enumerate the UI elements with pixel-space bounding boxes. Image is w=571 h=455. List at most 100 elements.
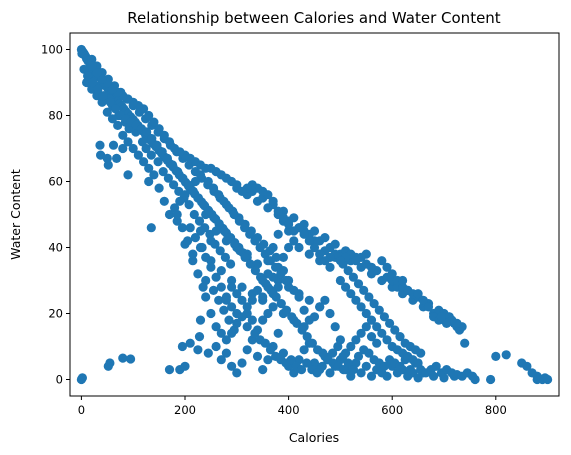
data-point bbox=[281, 275, 291, 286]
data-point bbox=[154, 124, 164, 134]
data-point bbox=[273, 262, 283, 272]
data-point bbox=[252, 285, 263, 295]
data-point bbox=[224, 203, 234, 213]
data-point bbox=[237, 358, 247, 368]
data-point bbox=[128, 143, 138, 154]
data-point bbox=[147, 134, 157, 144]
data-point bbox=[351, 335, 361, 345]
data-point bbox=[364, 292, 374, 302]
data-point bbox=[299, 345, 309, 355]
data-point bbox=[172, 216, 182, 226]
data-point bbox=[153, 157, 163, 167]
data-point bbox=[330, 239, 340, 249]
data-point bbox=[297, 325, 307, 335]
data-point bbox=[307, 338, 317, 348]
data-point bbox=[141, 143, 151, 154]
data-point bbox=[287, 312, 297, 322]
data-point bbox=[183, 236, 193, 246]
data-point bbox=[214, 295, 224, 305]
data-point bbox=[304, 295, 314, 305]
data-point bbox=[335, 256, 345, 266]
y-tick-label: 100 bbox=[41, 43, 63, 57]
data-point bbox=[341, 282, 351, 292]
data-point bbox=[333, 341, 343, 352]
data-point bbox=[237, 282, 247, 292]
data-point bbox=[214, 190, 224, 200]
data-point bbox=[216, 328, 226, 338]
data-point bbox=[273, 282, 283, 292]
data-point bbox=[302, 358, 312, 368]
data-point bbox=[304, 249, 314, 259]
data-point bbox=[144, 163, 154, 173]
y-axis-label: Water Content bbox=[8, 169, 23, 260]
data-point bbox=[193, 345, 203, 355]
data-point bbox=[312, 368, 322, 378]
data-point bbox=[211, 341, 221, 352]
data-point bbox=[258, 292, 268, 302]
data-point bbox=[348, 272, 358, 282]
data-point bbox=[258, 315, 268, 325]
data-point bbox=[348, 365, 358, 375]
data-point bbox=[338, 365, 349, 375]
chart-title: Relationship between Calories and Water … bbox=[127, 9, 501, 27]
data-point bbox=[315, 249, 325, 259]
data-point bbox=[105, 97, 115, 107]
data-point bbox=[237, 312, 247, 322]
data-point bbox=[351, 256, 361, 266]
data-point bbox=[273, 206, 283, 216]
data-point bbox=[180, 190, 190, 200]
data-point bbox=[144, 110, 154, 121]
data-point bbox=[164, 209, 175, 220]
data-point bbox=[299, 305, 309, 315]
data-point bbox=[532, 371, 542, 381]
data-point bbox=[208, 183, 219, 193]
data-point bbox=[211, 272, 221, 282]
data-point bbox=[296, 365, 307, 375]
data-point bbox=[353, 351, 364, 361]
data-point bbox=[206, 308, 216, 319]
data-point bbox=[346, 341, 356, 352]
data-point bbox=[227, 275, 237, 286]
data-point bbox=[229, 209, 239, 220]
data-point bbox=[185, 223, 195, 233]
data-point bbox=[170, 143, 180, 154]
data-point bbox=[111, 104, 121, 114]
data-point bbox=[87, 61, 97, 71]
data-point bbox=[188, 249, 198, 259]
data-point bbox=[273, 328, 283, 338]
data-point bbox=[97, 74, 107, 84]
data-point bbox=[309, 242, 320, 253]
y-tick-label: 40 bbox=[48, 241, 63, 255]
data-point bbox=[123, 170, 133, 180]
data-point bbox=[372, 322, 382, 332]
data-point bbox=[379, 361, 389, 371]
data-point bbox=[83, 71, 93, 81]
data-point bbox=[144, 176, 154, 187]
data-point bbox=[501, 350, 511, 360]
data-point bbox=[247, 315, 257, 325]
data-point bbox=[356, 302, 366, 312]
data-point bbox=[413, 358, 423, 368]
data-point bbox=[258, 365, 268, 375]
data-point bbox=[304, 315, 314, 325]
plot-frame bbox=[69, 32, 560, 397]
data-point bbox=[103, 361, 113, 371]
data-point bbox=[364, 348, 374, 358]
data-point bbox=[118, 353, 128, 363]
data-point bbox=[302, 332, 312, 342]
data-point bbox=[98, 91, 108, 101]
data-point bbox=[387, 269, 397, 279]
data-point bbox=[491, 351, 501, 361]
data-point bbox=[258, 275, 268, 286]
data-point bbox=[139, 157, 149, 167]
data-point bbox=[188, 186, 198, 196]
data-point bbox=[325, 308, 335, 319]
data-point bbox=[92, 68, 102, 78]
data-point bbox=[356, 368, 366, 378]
data-point bbox=[240, 252, 250, 262]
data-point bbox=[423, 302, 434, 312]
data-point bbox=[227, 361, 237, 371]
data-point bbox=[216, 266, 226, 276]
data-point bbox=[522, 361, 532, 371]
data-point bbox=[163, 173, 173, 183]
